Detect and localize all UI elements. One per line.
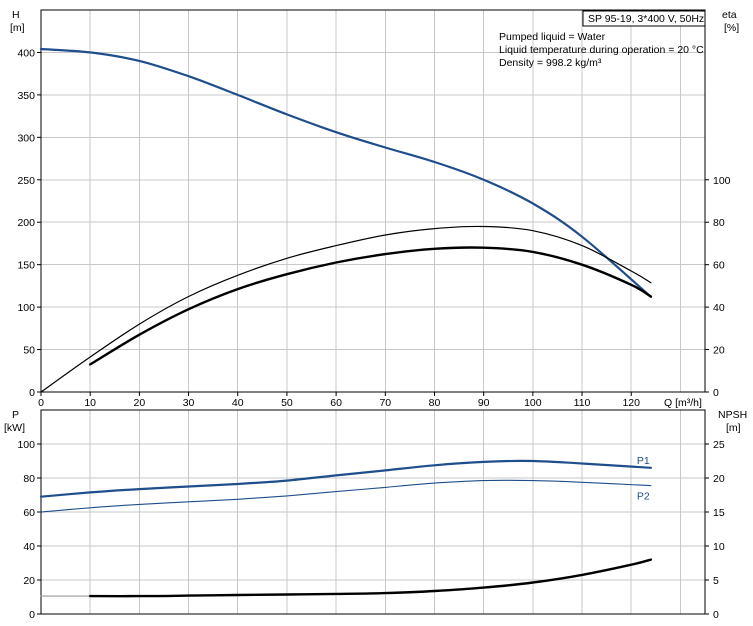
npsh-tick-label: 25 bbox=[713, 439, 725, 451]
head-axis-label: H bbox=[12, 9, 20, 21]
head-tick-label: 100 bbox=[17, 302, 35, 314]
npsh-axis-unit: [m] bbox=[726, 422, 741, 434]
flow-tick-label: 100 bbox=[524, 397, 542, 409]
head-axis-ticks: 0 50 100 150 200 250 300 350 400 bbox=[17, 47, 41, 399]
flow-tick-label: 120 bbox=[622, 397, 640, 409]
head-axis-unit: [m] bbox=[10, 22, 25, 34]
pump-model-label: SP 95-19, 3*400 V, 50Hz bbox=[588, 13, 704, 25]
head-tick-label: 200 bbox=[17, 217, 35, 229]
flow-tick-label: 90 bbox=[478, 397, 490, 409]
npsh-tick-label: 10 bbox=[713, 541, 725, 553]
npsh-tick-label: 15 bbox=[713, 507, 725, 519]
head-efficiency-panel: 0 50 100 150 200 250 300 350 400 0 20 40 60 80 100 0 1… bbox=[10, 9, 739, 409]
head-curve bbox=[39, 47, 652, 298]
flow-tick-label: 60 bbox=[330, 397, 342, 409]
eta-tick-label: 20 bbox=[713, 345, 725, 357]
eta-tick-label: 100 bbox=[713, 175, 731, 187]
density-info: Density = 998.2 kg/m³ bbox=[499, 57, 602, 69]
head-tick-label: 350 bbox=[17, 90, 35, 102]
flow-axis-label: Q [m³/h] bbox=[664, 397, 702, 409]
eta-tick-label: 0 bbox=[713, 387, 719, 399]
p2-series-label: P2 bbox=[637, 491, 650, 503]
npsh-curve bbox=[89, 558, 653, 598]
head-tick-label: 50 bbox=[23, 345, 35, 357]
eta-curve-bold bbox=[89, 246, 653, 366]
power-axis-unit: [kW] bbox=[4, 422, 25, 434]
flow-tick-label: 0 bbox=[38, 397, 44, 409]
power-tick-label: 80 bbox=[23, 473, 35, 485]
liquid-temperature-info: Liquid temperature during operation = 20… bbox=[499, 44, 704, 56]
head-tick-label: 400 bbox=[17, 47, 35, 59]
pumped-liquid-info: Pumped liquid = Water bbox=[499, 31, 606, 43]
eta-tick-label: 60 bbox=[713, 260, 725, 272]
npsh-axis-label: NPSH bbox=[718, 409, 747, 421]
flow-tick-label: 40 bbox=[232, 397, 244, 409]
eta-tick-label: 80 bbox=[713, 217, 725, 229]
npsh-tick-label: 20 bbox=[713, 473, 725, 485]
npsh-tick-label: 0 bbox=[713, 609, 719, 621]
top-plot-frame bbox=[40, 9, 706, 393]
power-tick-label: 20 bbox=[23, 575, 35, 587]
power-tick-label: 60 bbox=[23, 507, 35, 519]
head-tick-label: 0 bbox=[29, 387, 35, 399]
eta-curve-thin bbox=[40, 225, 652, 393]
head-tick-label: 150 bbox=[17, 260, 35, 272]
flow-tick-label: 30 bbox=[183, 397, 195, 409]
p2-curve bbox=[40, 479, 652, 513]
pump-model-box bbox=[582, 10, 706, 27]
head-tick-label: 250 bbox=[17, 175, 35, 187]
bottom-series-lines bbox=[39, 459, 653, 598]
flow-tick-label: 110 bbox=[574, 397, 591, 409]
p1-series-label: P1 bbox=[637, 455, 650, 467]
flow-tick-label: 20 bbox=[134, 397, 146, 409]
eta-axis-ticks: 0 20 40 60 80 100 bbox=[705, 175, 731, 399]
top-series-lines bbox=[39, 47, 653, 393]
npsh-tick-label: 5 bbox=[713, 575, 719, 587]
flow-axis-ticks: 0 10 20 30 40 50 60 70 80 90 100 110 120 bbox=[38, 392, 640, 409]
power-axis-label: P bbox=[12, 409, 19, 421]
npsh-axis-ticks: 0 5 10 15 20 25 bbox=[705, 439, 725, 621]
bottom-grid bbox=[41, 410, 705, 614]
eta-tick-label: 40 bbox=[713, 302, 725, 314]
flow-tick-label: 10 bbox=[84, 397, 96, 409]
power-tick-label: 100 bbox=[17, 439, 35, 451]
power-tick-label: 40 bbox=[23, 541, 35, 553]
eta-axis-label: eta bbox=[722, 9, 737, 21]
top-grid bbox=[41, 10, 705, 392]
flow-tick-label: 80 bbox=[429, 397, 441, 409]
eta-axis-unit: [%] bbox=[724, 22, 739, 34]
flow-tick-label: 50 bbox=[281, 397, 293, 409]
p1-curve bbox=[39, 459, 652, 498]
power-tick-label: 0 bbox=[29, 609, 35, 621]
power-axis-ticks: 0 20 40 60 80 100 bbox=[17, 439, 41, 621]
head-tick-label: 300 bbox=[17, 132, 35, 144]
flow-tick-label: 70 bbox=[379, 397, 391, 409]
